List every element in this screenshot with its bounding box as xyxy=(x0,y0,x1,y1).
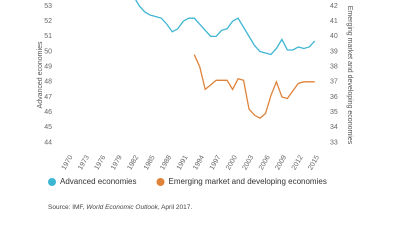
source-suffix: , April 2017. xyxy=(158,204,193,211)
y2-tick-label: 35 xyxy=(330,109,338,116)
x-tick-label: 2009 xyxy=(274,154,288,171)
series-line xyxy=(135,0,316,56)
y-tick-label: 46 xyxy=(44,109,52,116)
y-tick-label: 51 xyxy=(44,33,52,40)
y2-tick-label: 42 xyxy=(330,3,338,10)
x-tick-label: 2000 xyxy=(225,154,239,171)
x-tick-label: 1973 xyxy=(77,154,91,171)
legend-label: Advanced economies xyxy=(60,177,137,186)
plot-area xyxy=(135,0,316,119)
y-tick-label: 44 xyxy=(44,139,52,146)
y-tick-label: 50 xyxy=(44,48,52,55)
x-tick-label: 1985 xyxy=(143,154,157,171)
x-tick-label: 2003 xyxy=(242,154,256,171)
y2-tick-label: 36 xyxy=(330,94,338,101)
x-tick-label: 1991 xyxy=(176,154,190,171)
x-tick-label: 1970 xyxy=(61,154,75,171)
y-tick-label: 45 xyxy=(44,124,52,131)
y2-tick-label: 39 xyxy=(330,48,338,55)
y2-tick-label: 41 xyxy=(330,18,338,25)
y-axis-title: Advanced economies xyxy=(37,41,44,108)
y2-tick-label: 37 xyxy=(330,79,338,86)
y-tick-label: 48 xyxy=(44,79,52,86)
source-italic: World Economic Outlook xyxy=(86,204,158,211)
x-tick-label: 2012 xyxy=(291,154,305,171)
x-tick-label: 1979 xyxy=(110,154,124,171)
x-tick-label: 1997 xyxy=(209,154,223,171)
x-tick-label: 1976 xyxy=(94,154,108,171)
series-line xyxy=(193,54,315,119)
y-tick-label: 49 xyxy=(44,64,52,71)
y-tick-label: 47 xyxy=(44,94,52,101)
y2-tick-label: 40 xyxy=(330,33,338,40)
source-prefix: Source: IMF, xyxy=(48,204,86,211)
x-tick-label: 1982 xyxy=(126,154,140,171)
x-tick-label: 2006 xyxy=(258,154,272,171)
legend-label: Emerging market and developing economies xyxy=(169,177,327,186)
y2-tick-label: 34 xyxy=(330,124,338,131)
y-tick-label: 53 xyxy=(44,3,52,10)
x-tick-label: 2015 xyxy=(307,154,321,171)
source: Source: IMF, World Economic Outlook, Apr… xyxy=(48,204,192,211)
y2-tick-label: 33 xyxy=(330,139,338,146)
legend-marker xyxy=(156,178,165,186)
x-tick-label: 1994 xyxy=(192,154,206,171)
chart: Advanced economies Emerging market and d… xyxy=(37,0,353,211)
y-tick-label: 52 xyxy=(44,18,52,25)
y2-axis-title: Emerging market and developing economies xyxy=(346,6,353,145)
legend-marker xyxy=(48,178,56,186)
x-tick-label: 1988 xyxy=(159,154,173,171)
y2-tick-label: 38 xyxy=(330,64,338,71)
